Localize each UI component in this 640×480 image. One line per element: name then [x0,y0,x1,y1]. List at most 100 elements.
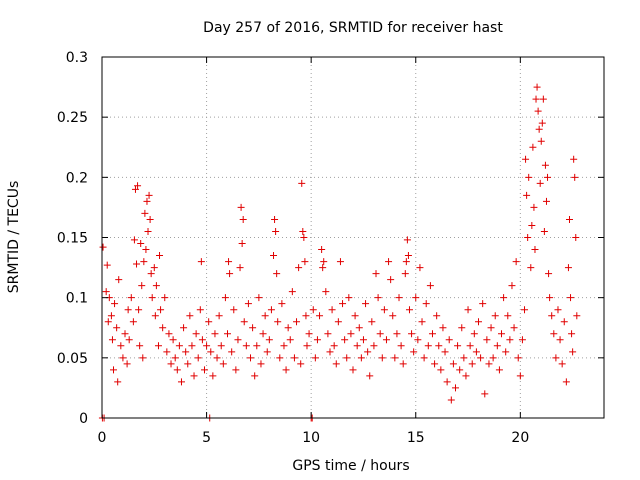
data-point [255,294,263,302]
data-point [290,354,298,362]
data-point [282,366,290,374]
data-points [98,83,581,422]
data-point [567,294,575,302]
data-point [226,270,234,278]
data-point [123,360,131,368]
x-axis-label: GPS time / hours [292,458,409,474]
data-point [102,288,110,296]
data-point [267,306,275,314]
data-point [439,324,447,332]
data-point [141,209,149,217]
data-point [146,215,154,223]
data-point [230,306,238,314]
data-point [568,330,576,338]
data-point [382,336,390,344]
data-point [544,173,552,181]
data-point [175,342,183,350]
data-point [472,348,480,356]
data-point [556,336,564,344]
data-point [103,261,111,269]
data-point [524,234,532,241]
data-point [355,324,363,332]
data-point [114,378,122,386]
data-point [464,306,472,314]
data-point [454,342,462,350]
data-point [362,300,370,308]
data-point [353,342,361,350]
data-point [319,264,327,272]
data-point [253,342,261,350]
data-point [298,179,306,187]
data-point [326,348,334,356]
data-point [528,221,536,229]
data-point [180,324,188,332]
data-point [343,354,351,362]
data-point [99,243,107,251]
data-point [119,354,127,362]
y-tick-label: 0.15 [57,231,88,247]
data-point [125,336,133,344]
data-point [209,372,217,380]
data-point [428,330,436,338]
data-point [437,366,445,374]
data-point [257,360,265,368]
data-point [475,318,482,326]
data-point [163,348,171,356]
data-point [366,372,374,380]
data-point [402,258,410,266]
data-point [239,215,247,223]
y-axis-label: SRMTID / TECUs [6,181,22,294]
data-point [173,366,181,374]
data-point [300,234,308,241]
data-point [228,348,236,356]
data-point [301,258,309,266]
data-point [131,185,139,193]
data-point [305,330,313,338]
data-point [240,318,248,326]
data-point [194,354,202,362]
data-point [157,306,165,314]
data-point [491,312,499,320]
data-point [318,246,326,254]
data-point [167,360,175,368]
data-point [324,330,332,338]
y-tick-label: 0 [79,411,88,427]
data-point [500,294,508,302]
data-point [320,258,328,266]
data-point [504,312,512,320]
data-point [129,318,137,326]
data-point [399,360,407,368]
data-point [161,294,169,302]
data-point [139,354,147,362]
data-point [213,354,221,362]
data-point [558,360,566,368]
data-point [133,260,141,268]
data-point [447,396,455,404]
data-point [412,294,420,302]
data-point [336,258,344,266]
data-point [531,246,539,254]
data-point [137,240,145,248]
data-point [479,300,487,308]
data-point [150,264,158,272]
data-point [525,173,533,181]
data-point [565,215,573,223]
data-point [483,336,491,344]
data-point [533,83,541,91]
data-point [271,215,279,223]
data-point [115,276,123,284]
data-point [410,348,418,356]
data-point [299,227,307,235]
data-point [529,143,537,151]
data-point [487,324,495,332]
data-point [272,227,280,235]
data-point [234,336,242,344]
data-point [188,342,196,350]
data-point [278,300,286,308]
data-point [124,306,132,314]
data-point [113,324,121,332]
data-point [468,360,476,368]
data-point [198,336,206,344]
data-point [564,264,572,272]
data-point [433,312,441,320]
